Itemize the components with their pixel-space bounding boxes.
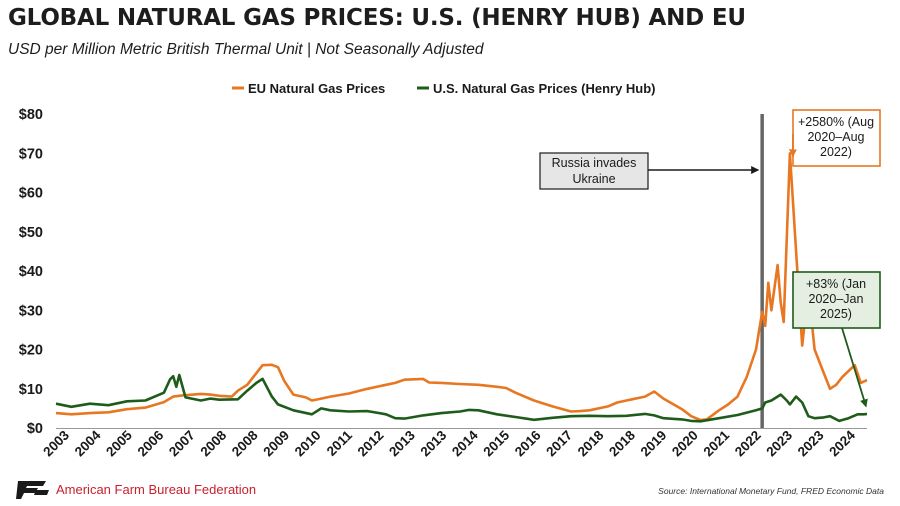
us-annotation-line: 2025) — [820, 307, 852, 321]
chart-subtitle: USD per Million Metric British Thermal U… — [8, 41, 484, 58]
x-tick-label: 2011 — [324, 427, 356, 459]
x-tick-label: 2007 — [166, 428, 198, 460]
x-tick-label: 2005 — [103, 427, 135, 459]
x-tick-label: 2009 — [260, 428, 292, 460]
x-tick-label: 2015 — [480, 427, 512, 459]
x-tick-label: 2018 — [575, 427, 607, 459]
x-tick-label: 2003 — [40, 427, 72, 459]
eu-annotation-line: +2580% (Aug — [798, 115, 874, 129]
x-tick-label: 2022 — [732, 428, 764, 460]
annotations: Russia invades Ukraine +2580% (Aug2020–Aug… — [539, 109, 881, 408]
y-tick-label: $30 — [19, 303, 43, 319]
x-tick-label: 2023 — [795, 427, 827, 459]
y-tick-label: $10 — [19, 382, 43, 398]
x-tick-label: 2014 — [449, 427, 481, 459]
x-tick-label: 2017 — [543, 428, 575, 460]
chart-title: GLOBAL NATURAL GAS PRICES: U.S. (HENRY H… — [8, 5, 746, 31]
us-annotation-line: 2020–Jan — [809, 292, 864, 306]
x-axis: 2003 2004 2005 2006 2007 2008 2008 2009 2010 2011… — [40, 427, 867, 459]
footer-brand: American Farm Bureau Federation — [56, 482, 257, 497]
legend-label: U.S. Natural Gas Prices (Henry Hub) — [433, 81, 656, 96]
eu-annotation-line: 2022) — [820, 145, 852, 159]
afbf-logo — [16, 481, 49, 499]
eu-annotation-box — [792, 109, 881, 167]
legend-label: EU Natural Gas Prices — [248, 81, 385, 96]
x-tick-label: 2004 — [72, 427, 104, 459]
y-tick-label: $20 — [19, 343, 43, 359]
x-tick-label: 2019 — [638, 428, 670, 460]
x-tick-label: 2013 — [386, 427, 418, 459]
x-tick-label: 2020 — [669, 428, 701, 460]
x-tick-label: 2010 — [292, 428, 324, 460]
y-tick-label: $0 — [27, 421, 43, 437]
x-tick-label: 2013 — [418, 427, 450, 459]
series-lines — [55, 152, 868, 423]
eu-annotation-line: 2020–Aug — [807, 130, 864, 144]
x-tick-label: 2021 — [701, 427, 733, 459]
event-label-box — [539, 152, 649, 190]
x-tick-label: 2012 — [355, 428, 387, 460]
x-tick-label: 2008 — [229, 427, 261, 459]
eu-price-line — [55, 152, 868, 422]
x-tick-label: 2024 — [826, 427, 858, 459]
y-tick-label: $70 — [19, 146, 43, 162]
event-label-line: Ukraine — [572, 172, 615, 186]
us-annotation-line: +83% (Jan — [806, 277, 866, 291]
us-annotation-arrow — [841, 327, 868, 408]
x-tick-label: 2006 — [135, 427, 167, 459]
us-price-line — [55, 373, 868, 423]
y-tick-label: $40 — [19, 264, 43, 280]
event-label-line: Russia invades — [552, 156, 637, 170]
y-tick-label: $50 — [19, 225, 43, 241]
x-tick-label: 2018 — [606, 427, 638, 459]
y-axis: $0 $10 $20 $30 $40 $50 $60 $70 $80 — [19, 107, 43, 437]
x-tick-label: 2023 — [763, 427, 795, 459]
y-tick-label: $80 — [19, 107, 43, 123]
x-tick-label: 2016 — [512, 427, 544, 459]
legend: EU Natural Gas Prices U.S. Natural Gas Pr… — [232, 81, 656, 96]
us-annotation-box — [792, 271, 881, 329]
footer-source: Source: International Monetary Fund, FRE… — [658, 486, 884, 496]
y-tick-label: $60 — [19, 186, 43, 202]
x-tick-label: 2008 — [197, 427, 229, 459]
